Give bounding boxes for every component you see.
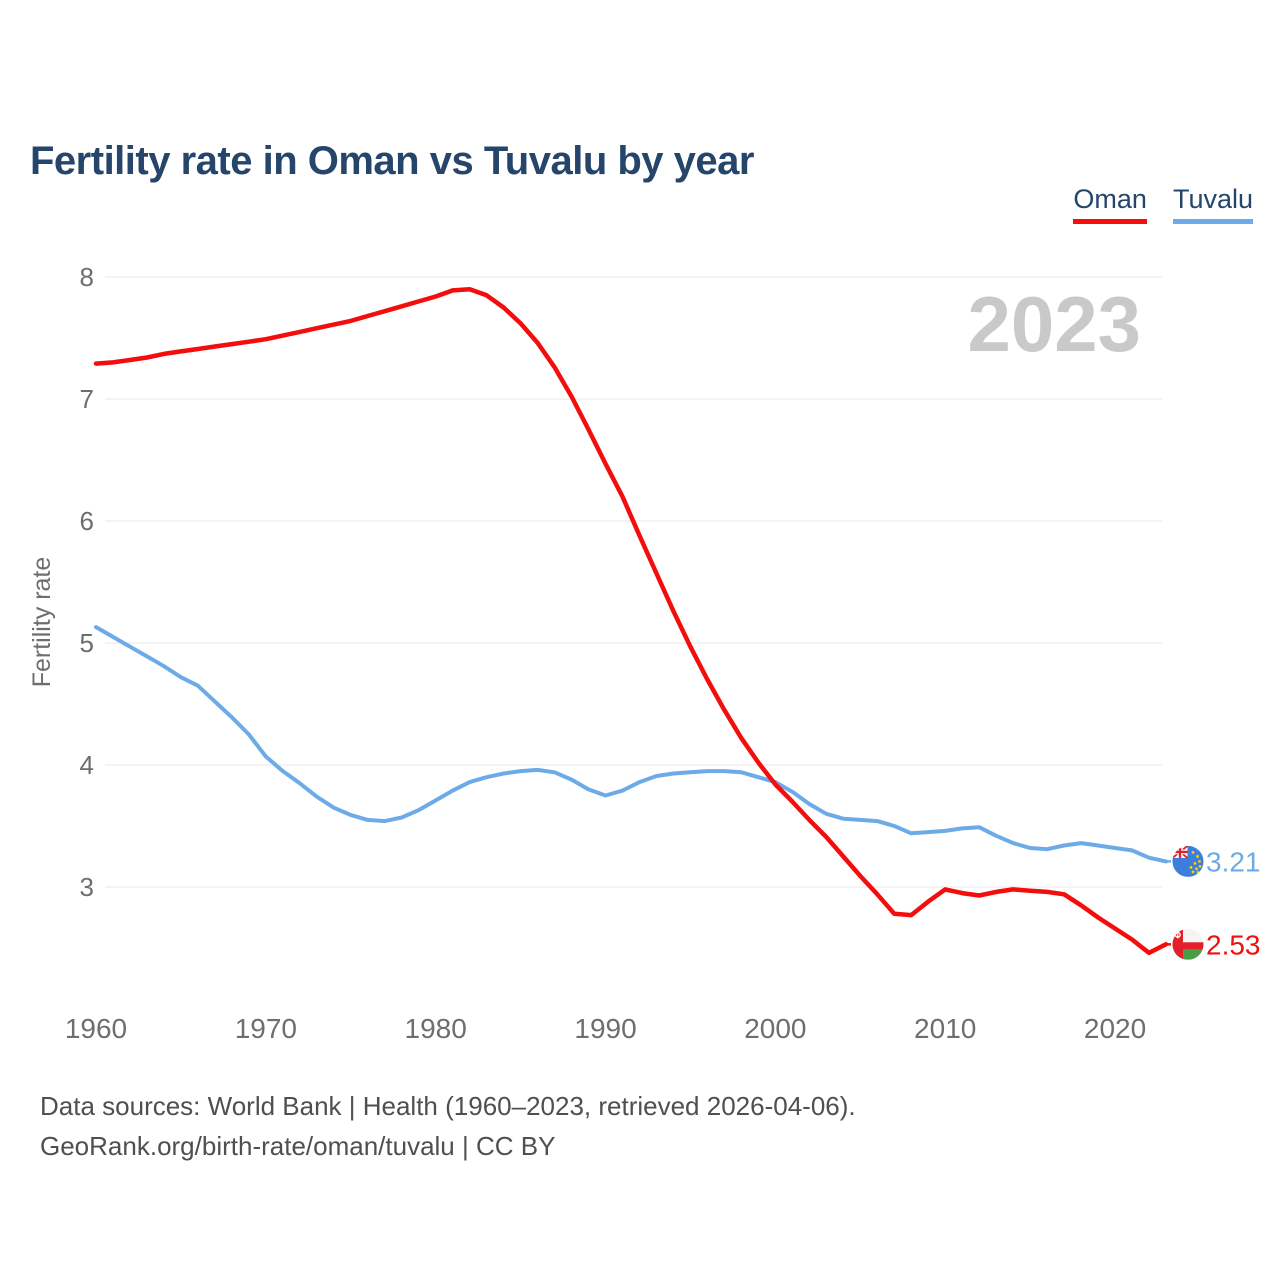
end-value-label-oman: 2.53 bbox=[1206, 929, 1261, 960]
series-layer bbox=[93, 286, 1171, 956]
oman-line bbox=[93, 286, 1169, 956]
tuvalu-line bbox=[94, 625, 1168, 864]
page-title: Fertility rate in Oman vs Tuvalu by year bbox=[30, 138, 754, 183]
y-axis-title: Fertility rate bbox=[28, 557, 56, 688]
footer-attribution-line: GeoRank.org/birth-rate/oman/tuvalu | CC … bbox=[40, 1131, 556, 1161]
footer-sources-line: Data sources: World Bank | Health (1960–… bbox=[40, 1091, 856, 1121]
y-tick-label: 4 bbox=[80, 750, 94, 780]
end-value-labels: 3.21 2.53 bbox=[1206, 846, 1261, 960]
y-tick-label: 7 bbox=[80, 384, 94, 414]
oman-flag-icon bbox=[1172, 928, 1204, 960]
x-tick-label: 2010 bbox=[914, 1013, 976, 1044]
x-tick-label: 2020 bbox=[1084, 1013, 1146, 1044]
x-tick-label: 2000 bbox=[744, 1013, 806, 1044]
grid-layer bbox=[105, 276, 1162, 888]
legend-item-oman[interactable]: Oman bbox=[1073, 184, 1147, 224]
legend: Oman Tuvalu bbox=[1073, 184, 1253, 224]
data-source-footer: Data sources: World Bank | Health (1960–… bbox=[40, 1086, 856, 1166]
y-tick-label: 5 bbox=[80, 628, 94, 658]
watermark-year: 2023 bbox=[967, 280, 1141, 368]
end-value-label-tuvalu: 3.21 bbox=[1206, 846, 1261, 877]
y-tick-label: 6 bbox=[80, 506, 94, 536]
x-tick-label: 1980 bbox=[405, 1013, 467, 1044]
tuvalu-flag-icon bbox=[1172, 845, 1204, 877]
x-tick-label: 1970 bbox=[235, 1013, 297, 1044]
y-tick-label: 3 bbox=[80, 872, 94, 902]
x-tick-label: 1990 bbox=[574, 1013, 636, 1044]
axis-layer: 8 7 6 5 4 3 1960 1970 1980 1990 2000 2010 2020 Fertil… bbox=[28, 262, 1146, 1044]
y-tick-label: 8 bbox=[80, 262, 94, 292]
x-tick-label: 1960 bbox=[65, 1013, 127, 1044]
legend-item-tuvalu[interactable]: Tuvalu bbox=[1172, 184, 1253, 224]
watermark-layer: 2023 bbox=[967, 280, 1141, 368]
